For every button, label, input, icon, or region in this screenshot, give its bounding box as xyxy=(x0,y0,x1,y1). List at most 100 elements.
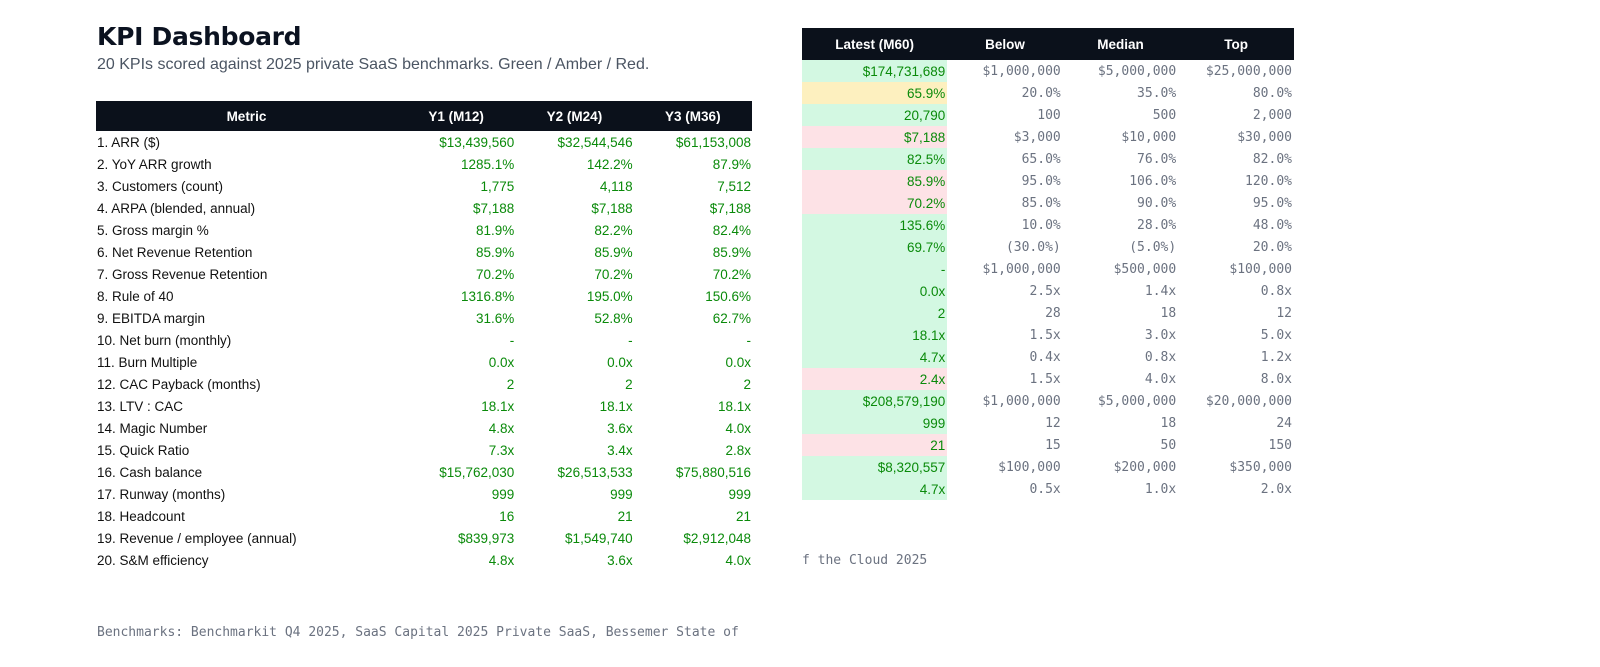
below-cell: $1,000,000 xyxy=(982,393,1061,409)
y1-cell: 0.0x xyxy=(488,354,515,370)
y2-cell: 195.0% xyxy=(586,288,633,304)
y2-cell: $7,188 xyxy=(591,200,633,216)
table-row: $8,320,557 $100,000 $200,000 $350,000 xyxy=(802,456,1294,478)
y1-cell: 85.9% xyxy=(475,244,515,260)
latest-cell: 2.4x xyxy=(802,368,948,390)
kpi-table: Metric Y1 (M12) Y2 (M24) Y3 (M36) 1. ARR… xyxy=(96,101,752,571)
table-row: 14. Magic Number 4.8x 3.6x 4.0x xyxy=(96,417,752,439)
metric-cell: 19. Revenue / employee (annual) xyxy=(97,530,297,546)
median-cell: 18 xyxy=(1160,415,1177,431)
below-cell: 1.5x xyxy=(1029,371,1061,387)
metric-cell: 10. Net burn (monthly) xyxy=(97,332,232,348)
page-title: KPI Dashboard xyxy=(97,22,302,51)
y2-cell: $26,513,533 xyxy=(557,464,633,480)
y2-cell: 21 xyxy=(617,508,633,524)
table-row: 15. Quick Ratio 7.3x 3.4x 2.8x xyxy=(96,439,752,461)
y1-cell: 31.6% xyxy=(475,310,515,326)
metric-cell: 8. Rule of 40 xyxy=(97,288,174,304)
top-cell: $30,000 xyxy=(1237,129,1292,145)
y2-cell: 0.0x xyxy=(607,354,633,370)
y2-cell: 82.2% xyxy=(594,222,633,238)
metric-cell: 1. ARR ($) xyxy=(97,134,161,150)
median-cell: 18 xyxy=(1160,305,1177,321)
y3-cell: $7,188 xyxy=(709,200,751,216)
latest-cell: 0.0x xyxy=(802,280,948,302)
y1-cell: $13,439,560 xyxy=(439,134,515,150)
header-metric: Metric xyxy=(96,101,397,131)
table-row: 19. Revenue / employee (annual) $839,973 $… xyxy=(96,527,752,549)
table-row: 0.0x 2.5x 1.4x 0.8x xyxy=(802,280,1294,302)
table-row: $208,579,190 $1,000,000 $5,000,000 $20,000,… xyxy=(802,390,1294,412)
table-row: 2. YoY ARR growth 1285.1% 142.2% 87.9% xyxy=(96,153,752,175)
table-row: 85.9% 95.0% 106.0% 120.0% xyxy=(802,170,1294,192)
table-row: 3. Customers (count) 1,775 4,118 7,512 xyxy=(96,175,752,197)
top-cell: 0.8x xyxy=(1260,283,1292,299)
below-cell: 100 xyxy=(1037,107,1061,123)
y2-cell: 4,118 xyxy=(599,178,633,194)
top-cell: 2.0x xyxy=(1260,481,1292,497)
table-row: 8. Rule of 40 1316.8% 195.0% 150.6% xyxy=(96,285,752,307)
y1-cell: - xyxy=(509,332,515,348)
table-row: 9. EBITDA margin 31.6% 52.8% 62.7% xyxy=(96,307,752,329)
median-cell: 1.4x xyxy=(1144,283,1177,299)
table-row: 11. Burn Multiple 0.0x 0.0x 0.0x xyxy=(96,351,752,373)
y1-cell: 2 xyxy=(506,376,515,392)
header-median: Median xyxy=(1062,28,1179,60)
y1-cell: 81.9% xyxy=(475,222,515,238)
benchmark-table-header-row: Latest (M60) Below Median Top xyxy=(802,28,1294,60)
top-cell: 2,000 xyxy=(1252,107,1292,123)
y3-cell: $61,153,008 xyxy=(675,134,751,150)
table-row: 13. LTV : CAC 18.1x 18.1x 18.1x xyxy=(96,395,752,417)
below-cell: 12 xyxy=(1045,415,1061,431)
table-row: 4.7x 0.5x 1.0x 2.0x xyxy=(802,478,1294,500)
benchmark-source-note-continued: f the Cloud 2025 xyxy=(802,553,928,568)
latest-cell: 69.7% xyxy=(802,236,948,258)
table-row: 18.1x 1.5x 3.0x 5.0x xyxy=(802,324,1294,346)
median-cell: $500,000 xyxy=(1113,261,1177,277)
y1-cell: 4.8x xyxy=(488,552,515,568)
header-y1: Y1 (M12) xyxy=(396,101,516,131)
median-cell: $10,000 xyxy=(1121,129,1177,145)
table-row: 82.5% 65.0% 76.0% 82.0% xyxy=(802,148,1294,170)
benchmark-source-note: Benchmarks: Benchmarkit Q4 2025, SaaS Ca… xyxy=(97,625,739,640)
kpi-table-header-row: Metric Y1 (M12) Y2 (M24) Y3 (M36) xyxy=(96,101,752,131)
below-cell: $1,000,000 xyxy=(982,261,1061,277)
top-cell: $20,000,000 xyxy=(1205,393,1292,409)
y3-cell: 87.9% xyxy=(712,156,751,172)
y1-cell: 1316.8% xyxy=(460,288,515,304)
metric-cell: 15. Quick Ratio xyxy=(97,442,190,458)
below-cell: 15 xyxy=(1045,437,1061,453)
table-row: 5. Gross margin % 81.9% 82.2% 82.4% xyxy=(96,219,752,241)
table-row: 18. Headcount 16 21 21 xyxy=(96,505,752,527)
top-cell: 12 xyxy=(1276,305,1292,321)
median-cell: 106.0% xyxy=(1129,173,1177,189)
latest-cell: - xyxy=(802,258,948,280)
y3-cell: 2.8x xyxy=(725,442,751,458)
top-cell: 1.2x xyxy=(1260,349,1292,365)
latest-cell: $8,320,557 xyxy=(802,456,948,478)
kpi-table-body: 1. ARR ($) $13,439,560 $32,544,546 $61,153,… xyxy=(96,131,752,571)
table-row: 7. Gross Revenue Retention 70.2% 70.2% 70.2… xyxy=(96,263,752,285)
table-row: 65.9% 20.0% 35.0% 80.0% xyxy=(802,82,1294,104)
latest-cell: $208,579,190 xyxy=(802,390,948,412)
below-cell: $100,000 xyxy=(998,459,1061,475)
top-cell: $25,000,000 xyxy=(1205,63,1292,79)
metric-cell: 4. ARPA (blended, annual) xyxy=(97,200,256,216)
header-top: Top xyxy=(1178,28,1294,60)
header-y3: Y3 (M36) xyxy=(633,101,752,131)
top-cell: 5.0x xyxy=(1260,327,1292,343)
latest-cell: 999 xyxy=(802,412,948,434)
median-cell: 0.8x xyxy=(1144,349,1177,365)
table-row: $7,188 $3,000 $10,000 $30,000 xyxy=(802,126,1294,148)
latest-cell: 20,790 xyxy=(802,104,948,126)
table-row: 4. ARPA (blended, annual) $7,188 $7,188 $7,… xyxy=(96,197,752,219)
table-row: 135.6% 10.0% 28.0% 48.0% xyxy=(802,214,1294,236)
y3-cell: 21 xyxy=(735,508,751,524)
latest-cell: 4.7x xyxy=(802,478,948,500)
latest-cell: 82.5% xyxy=(802,148,948,170)
metric-cell: 3. Customers (count) xyxy=(97,178,224,194)
table-row: 2 28 18 12 xyxy=(802,302,1294,324)
table-row: 1. ARR ($) $13,439,560 $32,544,546 $61,153,… xyxy=(96,131,752,153)
table-row: 21 15 50 150 xyxy=(802,434,1294,456)
y2-cell: $32,544,546 xyxy=(557,134,633,150)
